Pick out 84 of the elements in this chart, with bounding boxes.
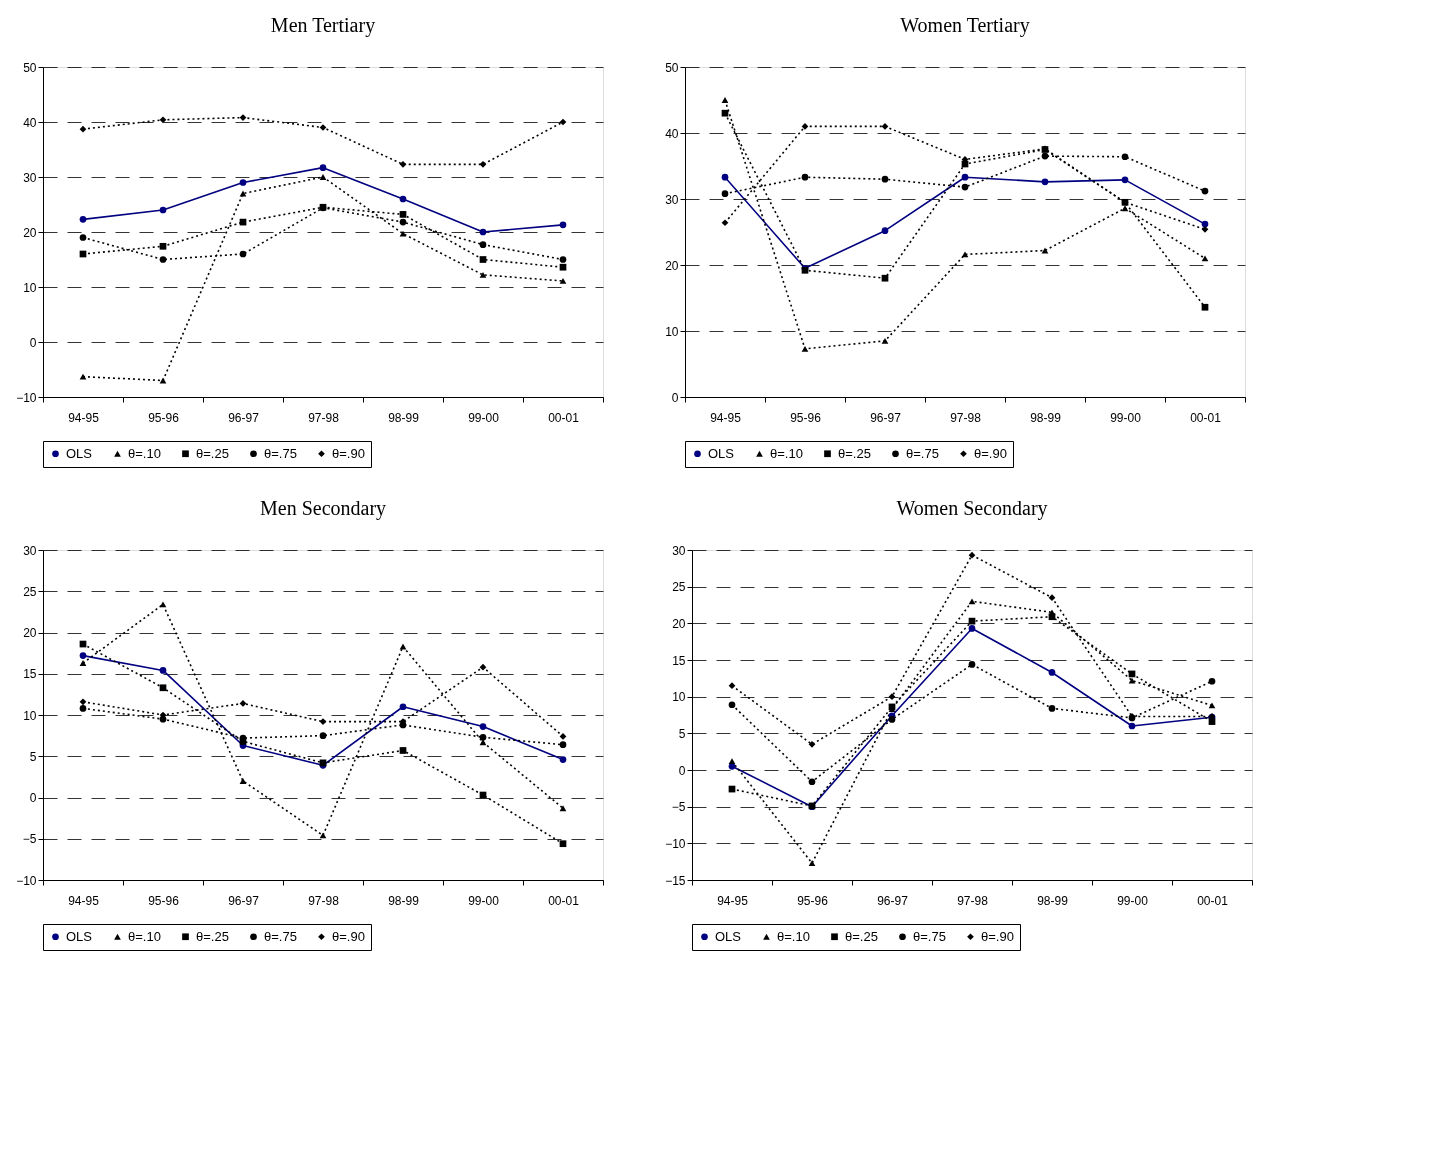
y-tick-label: 20 [23, 626, 37, 640]
legend-label: θ=.25 [196, 445, 229, 461]
y-tick-label: 5 [29, 749, 37, 764]
x-tick-label: 94-95 [68, 893, 100, 908]
y-tick-label: 40 [665, 126, 679, 141]
legend-label: θ=.25 [845, 928, 878, 944]
y-tick-label: 10 [665, 324, 679, 339]
chart-title: Men Tertiary [270, 14, 376, 37]
y-tick-label: 50 [23, 60, 37, 75]
x-tick-label: 99-00 [1110, 410, 1142, 425]
y-tick-label: 10 [672, 690, 686, 705]
x-tick-label: 96-97 [228, 410, 260, 425]
y-tick-label: 30 [672, 543, 686, 558]
x-tick-label: 94-95 [68, 410, 100, 425]
x-tick-label: 98-99 [388, 410, 420, 425]
y-tick-label: 10 [23, 708, 37, 723]
x-tick-label: 95-96 [797, 893, 829, 908]
y-tick-label: −10 [16, 873, 37, 888]
legend-label: θ=.75 [264, 445, 297, 461]
chart-title: Women Secondary [896, 497, 1048, 520]
legend-label: OLS [708, 445, 735, 461]
y-tick-label: 10 [23, 280, 37, 295]
x-tick-label: 96-97 [870, 410, 902, 425]
x-tick-label: 98-99 [388, 893, 420, 908]
legend-label: θ=.75 [264, 928, 297, 944]
y-tick-label: −10 [16, 390, 37, 405]
x-tick-label: 95-96 [148, 893, 180, 908]
x-tick-label: 00-01 [548, 893, 580, 908]
x-tick-label: 97-98 [308, 410, 340, 425]
chart-title: Women Tertiary [900, 14, 1030, 37]
y-tick-label: 25 [23, 584, 37, 599]
legend-label: θ=.10 [777, 928, 810, 944]
y-tick-label: 25 [672, 580, 686, 595]
y-tick-label: 0 [671, 390, 679, 405]
x-tick-label: 94-95 [717, 893, 749, 908]
y-tick-label: 40 [23, 115, 37, 130]
y-tick-label: −5 [22, 832, 37, 847]
legend-label: θ=.75 [913, 928, 946, 944]
legend-label: θ=.10 [128, 445, 161, 461]
x-tick-label: 97-98 [957, 893, 989, 908]
y-tick-label: 20 [672, 616, 686, 631]
y-tick-label: −5 [671, 800, 686, 815]
x-tick-label: 99-00 [468, 893, 500, 908]
x-tick-label: 98-99 [1030, 410, 1062, 425]
y-tick-label: 30 [23, 543, 37, 558]
legend-label: θ=.90 [974, 445, 1007, 461]
x-tick-label: 94-95 [710, 410, 742, 425]
legend-label: θ=.25 [196, 928, 229, 944]
legend-label: θ=.90 [981, 928, 1014, 944]
legend-label: θ=.90 [332, 928, 365, 944]
y-tick-label: 0 [29, 335, 37, 350]
legend-label: θ=.75 [906, 445, 939, 461]
chart-title: Men Secondary [259, 497, 387, 520]
x-tick-label: 95-96 [148, 410, 180, 425]
x-tick-label: 97-98 [950, 410, 982, 425]
x-tick-label: 99-00 [1117, 893, 1149, 908]
x-tick-label: 95-96 [790, 410, 822, 425]
y-tick-label: 0 [678, 763, 686, 778]
y-tick-label: −15 [665, 873, 686, 888]
x-tick-label: 00-01 [1190, 410, 1222, 425]
x-tick-label: 00-01 [548, 410, 580, 425]
legend-label: θ=.10 [770, 445, 803, 461]
y-tick-label: −10 [665, 836, 686, 851]
y-tick-label: 30 [665, 192, 679, 207]
x-tick-label: 96-97 [877, 893, 909, 908]
y-tick-label: 0 [29, 791, 37, 805]
x-tick-label: 00-01 [1197, 893, 1229, 908]
y-tick-label: 5 [678, 726, 686, 741]
legend-label: θ=.10 [128, 928, 161, 944]
y-tick-label: 15 [23, 667, 37, 682]
legend-label: OLS [715, 928, 742, 944]
legend-label: OLS [66, 928, 93, 944]
x-tick-label: 98-99 [1037, 893, 1069, 908]
x-tick-label: 99-00 [468, 410, 500, 425]
legend-label: θ=.25 [838, 445, 871, 461]
legend-label: OLS [66, 445, 93, 461]
y-tick-label: 30 [23, 170, 37, 185]
legend-label: θ=.90 [332, 445, 365, 461]
y-tick-label: 20 [23, 225, 37, 240]
x-tick-label: 96-97 [228, 893, 260, 908]
y-tick-label: 20 [665, 258, 679, 273]
y-tick-label: 15 [672, 653, 686, 668]
x-tick-label: 97-98 [308, 893, 340, 908]
y-tick-label: 50 [665, 60, 679, 75]
